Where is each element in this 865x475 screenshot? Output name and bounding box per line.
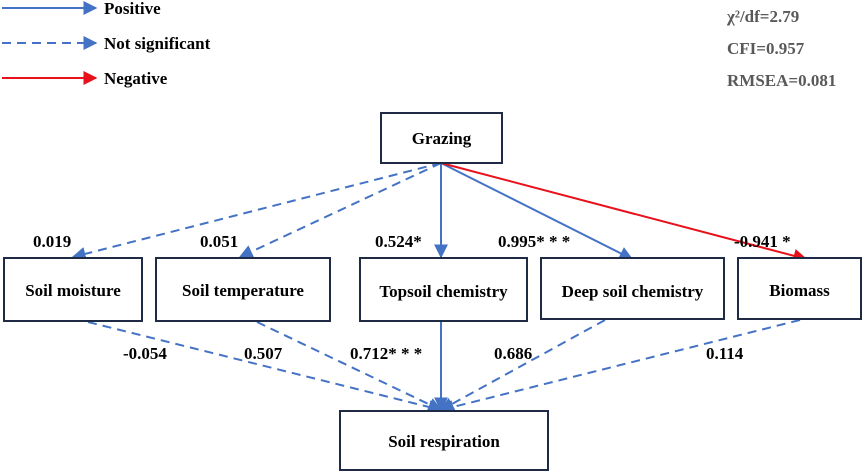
legend-not-significant-label: Not significant [104,34,211,53]
path-soil-moisture-respiration [87,321,443,414]
legend-negative-label: Negative [104,69,168,88]
coef-deep-soil-chemistry-respiration: 0.686 [494,344,532,363]
chi2-df-stat: χ²/df=2.79 [726,7,799,26]
node-soil-respiration: Soil respiration [339,410,549,471]
node-biomass-label: Biomass [769,281,830,300]
coefficient-labels: 0.019 0.051 0.524* 0.995* * * -0.941 * -… [33,232,791,363]
path-soil-temperature-respiration [256,321,443,411]
node-soil-moisture-label: Soil moisture [25,281,121,300]
node-deep-soil-chemistry-label: Deep soil chemistry [562,282,704,301]
node-biomass: Biomass [737,257,862,320]
node-topsoil-chemistry-label: Topsoil chemistry [379,282,508,301]
node-deep-soil-chemistry: Deep soil chemistry [540,257,725,320]
legend: Positive Not significant Negative [2,0,211,88]
fit-statistics: χ²/df=2.79 CFI=0.957 RMSEA=0.081 [726,7,836,90]
node-grazing-label: Grazing [412,129,472,148]
rmsea-stat: RMSEA=0.081 [727,71,836,90]
coef-soil-moisture-respiration: -0.054 [123,344,167,363]
node-soil-moisture: Soil moisture [3,257,143,322]
coef-grazing-soil-temperature: 0.051 [200,232,238,251]
path-grazing-deep-soil-chemistry [440,162,634,260]
coef-topsoil-chemistry-respiration: 0.712* * * [350,344,422,363]
node-soil-temperature: Soil temperature [155,257,331,322]
path-grazing-soil-temperature [238,162,442,259]
coef-soil-temperature-respiration: 0.507 [244,344,283,363]
coef-grazing-soil-moisture: 0.019 [33,232,71,251]
coef-biomass-respiration: 0.114 [706,344,744,363]
coef-grazing-deep-soil-chemistry: 0.995* * * [498,232,570,251]
path-grazing-soil-moisture [71,162,442,261]
node-grazing: Grazing [380,112,503,164]
path-deep-soil-chemistry-respiration [439,319,606,411]
path-grazing-biomass [440,162,808,263]
node-soil-respiration-label: Soil respiration [388,432,500,451]
paths [71,162,808,414]
legend-positive-label: Positive [104,0,161,18]
node-topsoil-chemistry: Topsoil chemistry [359,257,528,322]
coef-grazing-topsoil-chemistry: 0.524* [375,232,422,251]
cfi-stat: CFI=0.957 [727,39,805,58]
path-biomass-respiration [439,319,801,414]
coef-grazing-biomass: -0.941 * [734,232,791,251]
node-soil-temperature-label: Soil temperature [182,281,304,300]
